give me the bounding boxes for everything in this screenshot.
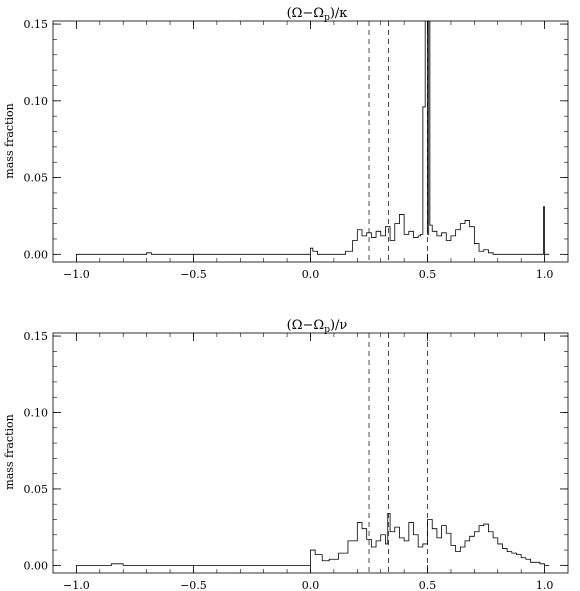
plot-frame bbox=[52, 20, 569, 263]
y-tick-label: 0.05 bbox=[24, 172, 49, 185]
plot-frame bbox=[52, 332, 569, 574]
title-nu-pre: (Ω−Ω bbox=[287, 318, 325, 333]
x-tick-label: −1.0 bbox=[63, 268, 90, 281]
x-tick-label: 0.5 bbox=[419, 579, 437, 591]
y-tick-label: 0.05 bbox=[24, 483, 49, 496]
title-kappa-sub: p bbox=[324, 13, 330, 23]
y-tick-label: 0.15 bbox=[24, 18, 49, 31]
title-nu-post: )/ν bbox=[330, 318, 347, 333]
title-kappa-pre: (Ω−Ω bbox=[287, 6, 325, 21]
y-tick-label: 0.00 bbox=[24, 248, 49, 261]
x-tick-label: 0.0 bbox=[302, 579, 320, 591]
x-tick-label: −0.5 bbox=[180, 579, 207, 591]
panel-kappa: (Ω−Ωp)/κ mass fraction −1.0 −0.5 0.0 0.5 1.0… bbox=[3, 6, 569, 281]
y-tick-label: 0.10 bbox=[24, 406, 49, 419]
histogram-series bbox=[76, 21, 550, 255]
title-nu-sub: p bbox=[324, 325, 330, 335]
x-tick-label: −1.0 bbox=[63, 579, 90, 591]
title-kappa-post: )/κ bbox=[330, 6, 348, 21]
panel-nu: (Ω−Ωp)/ν mass fraction −1.0 −0.5 0.0 0.5 1.0… bbox=[3, 318, 569, 591]
ylabel-nu: mass fraction bbox=[3, 414, 16, 489]
ylabel-kappa: mass fraction bbox=[3, 103, 16, 178]
histogram-series bbox=[76, 512, 550, 566]
x-tick-label: 0.0 bbox=[302, 268, 320, 281]
x-tick-label: 1.0 bbox=[536, 268, 554, 281]
y-tick-label: 0.15 bbox=[24, 330, 49, 343]
y-tick-label: 0.00 bbox=[24, 559, 49, 572]
x-tick-label: 0.5 bbox=[419, 268, 437, 281]
title-kappa: (Ω−Ωp)/κ bbox=[287, 6, 348, 23]
title-nu: (Ω−Ωp)/ν bbox=[287, 318, 348, 335]
y-tick-label: 0.10 bbox=[24, 95, 49, 108]
x-tick-label: −0.5 bbox=[180, 268, 207, 281]
x-tick-label: 1.0 bbox=[536, 579, 554, 591]
